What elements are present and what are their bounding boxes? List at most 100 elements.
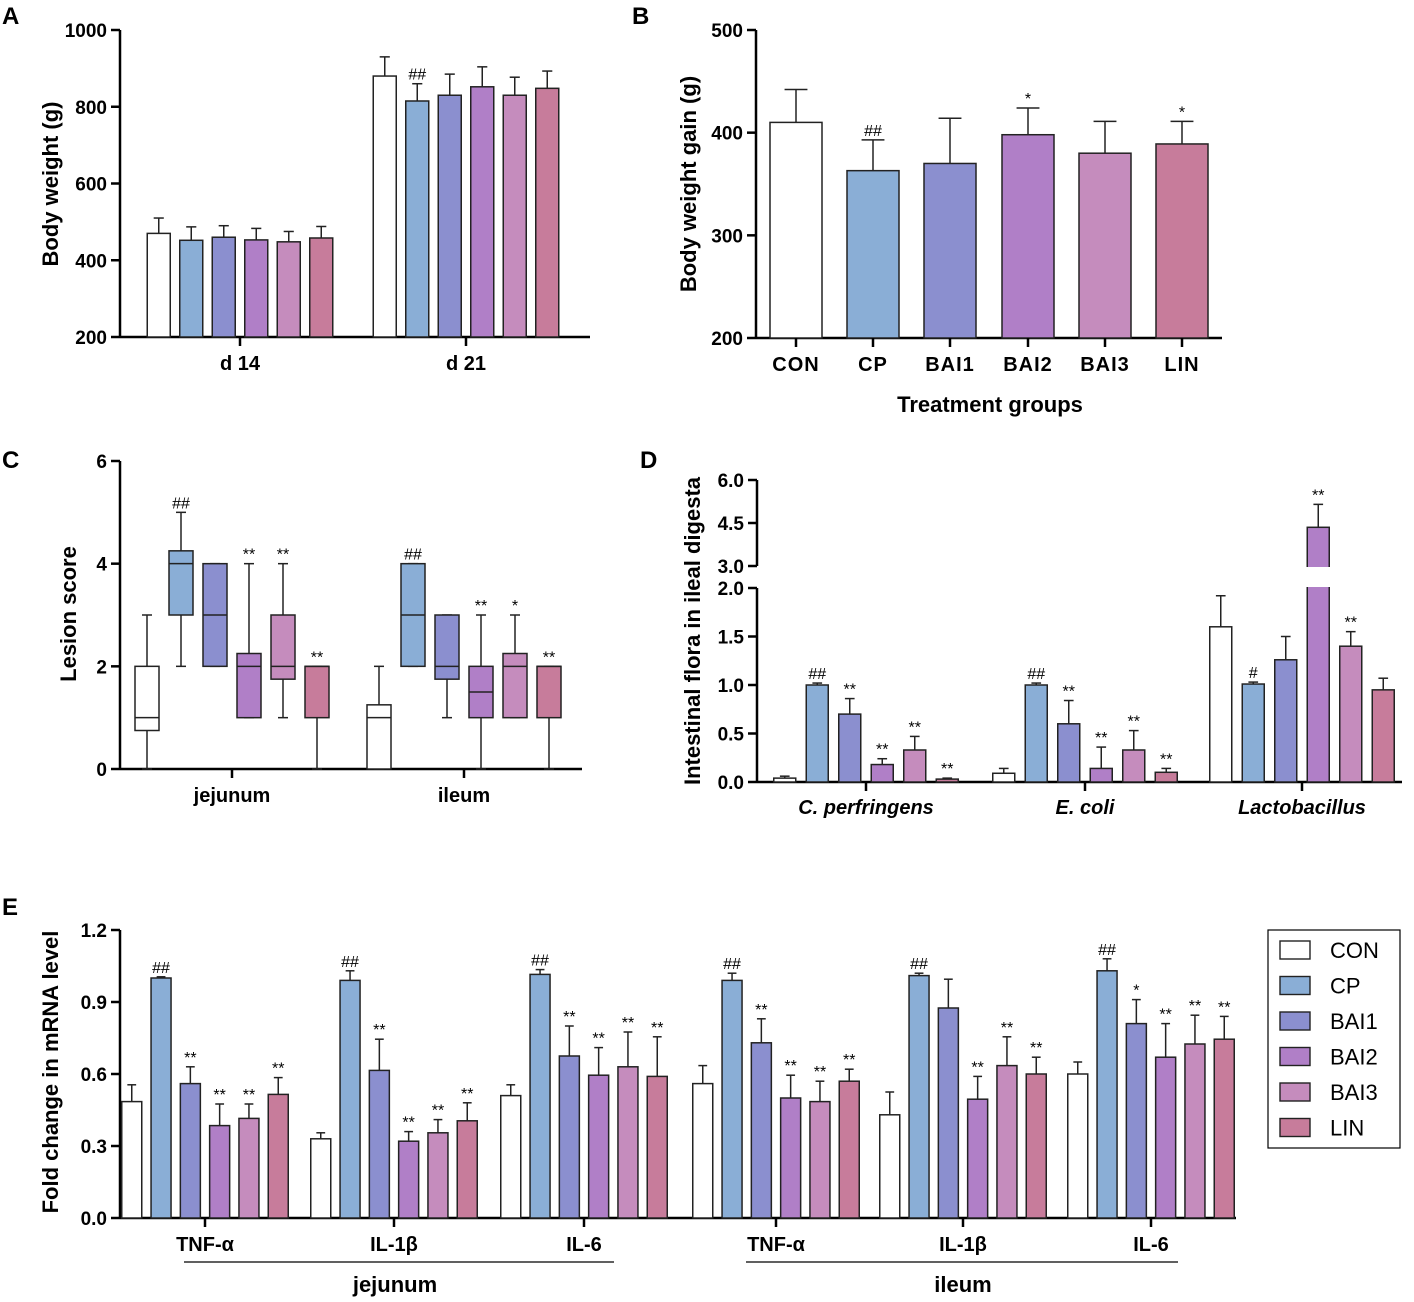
panel-e-significance-label: * — [1133, 983, 1139, 1000]
panel-a-bar — [470, 86, 495, 338]
panel-d-y-tick-label: 2.0 — [718, 579, 744, 600]
panel-e-y-tick-label: 1.2 — [81, 921, 107, 942]
panel-d-significance-label: ** — [1160, 751, 1172, 768]
panel-e-significance-label: ** — [814, 1064, 826, 1081]
panel-e-bar — [1096, 970, 1118, 1219]
panel-a-bar — [405, 100, 430, 338]
panel-a-bar — [276, 241, 301, 338]
panel-e-bar — [179, 1082, 202, 1219]
panel-d-upper-y-tick-label: 6.0 — [718, 471, 744, 492]
panel-d-bar — [1371, 689, 1395, 783]
panel-e-y-axis-label: Fold change in mRNA level — [38, 931, 63, 1214]
legend-swatch — [1279, 1082, 1311, 1102]
panel-d-significance-label: ## — [1027, 666, 1045, 683]
panel-d-bar — [992, 772, 1016, 783]
panel-e-significance-label: ** — [651, 1020, 663, 1037]
panel-b-significance-label: ## — [864, 123, 882, 140]
panel-e-bar — [996, 1064, 1018, 1219]
panel-e-significance-label: ** — [784, 1058, 796, 1075]
panel-e-plot: 0.0 0.3 0.6 0.9 1.2 Fold change in mRNA level… — [38, 921, 1236, 1297]
legend-label: LIN — [1330, 1116, 1364, 1141]
panel-c-x-tick-label: jejunum — [193, 785, 271, 807]
panel-e: E 0.0 0.3 0.6 0.9 1.2 Fold change in mRNA lev… — [2, 894, 1401, 1297]
panel-e-significance-label: ** — [1218, 999, 1230, 1016]
panel-b-x-tick-label: BAI3 — [1080, 354, 1130, 376]
panel-e-bar — [809, 1100, 831, 1219]
panel-d-bar — [805, 684, 829, 783]
panel-d-x-tick-label: C. perfringens — [798, 797, 934, 819]
panel-c-significance-label: ** — [311, 649, 323, 666]
panel-e-bar — [238, 1117, 260, 1219]
panel-e-bar — [267, 1093, 289, 1219]
panel-d-bar — [1209, 626, 1233, 783]
panel-e-significance-label: ** — [843, 1052, 855, 1069]
panel-a-x-tick-label: d 14 — [220, 353, 261, 375]
panel-e-bar — [721, 979, 743, 1219]
panel-e-bar — [750, 1042, 773, 1219]
panel-e-x-tick-label: IL-1β — [939, 1234, 987, 1256]
panel-e-bar — [587, 1074, 610, 1219]
legend-box — [1267, 929, 1401, 1149]
panel-e-y-tick-label: 0.6 — [81, 1065, 107, 1086]
panel-c-significance-label: ** — [543, 649, 555, 666]
panel-d-upper-y-tick-label: 3.0 — [718, 557, 744, 578]
panel-b-x-axis-label: Treatment groups — [897, 392, 1083, 417]
panel-d-letter: D — [640, 447, 657, 474]
panel-c-box — [270, 614, 296, 680]
panel-a-y-tick-label: 800 — [75, 98, 107, 119]
panel-b-x-tick-label: LIN — [1164, 354, 1199, 376]
panel-a-bar — [437, 94, 462, 338]
panel-b-x-tick-label: BAI2 — [1003, 354, 1053, 376]
panel-a-letter: A — [2, 3, 19, 30]
panel-d-y-axis-label: Intestinal flora in ileal digesta — [680, 476, 705, 785]
panel-c-significance-label: ## — [172, 495, 190, 512]
panel-c: C 0 2 4 6 Lesion score jejunum ## ** ** ** ileum ##… — [2, 447, 582, 807]
panel-e-bar — [879, 1114, 901, 1219]
panel-e-bar — [208, 1124, 231, 1219]
panel-a-bar — [244, 239, 269, 338]
panel-e-significance-label: ** — [373, 1022, 385, 1039]
panel-c-box — [304, 665, 330, 719]
panel-b-significance-label: * — [1025, 91, 1031, 108]
panel-a-bar — [535, 87, 560, 338]
panel-d: D 0.0 0.5 1.0 1.5 2.03.0 4.5 6.0 Intestinal flo… — [640, 447, 1402, 819]
panel-a-y-tick-label: 400 — [75, 251, 107, 272]
panel-e-bar — [838, 1080, 860, 1219]
panel-d-y-tick-label: 1.0 — [718, 676, 744, 697]
panel-d-x-tick-label: E. coli — [1056, 797, 1115, 819]
panel-e-significance-label: ** — [622, 1015, 634, 1032]
panel-c-significance-label: ** — [243, 547, 255, 564]
panel-b-y-tick-label: 200 — [711, 329, 743, 350]
panel-d-y-tick-label: 0.5 — [718, 725, 745, 746]
panel-e-bar — [150, 977, 172, 1219]
panel-a-y-tick-label: 200 — [75, 328, 107, 349]
panel-c-box — [434, 614, 460, 680]
panel-e-bar — [617, 1066, 639, 1219]
panel-e-bar — [937, 1007, 960, 1219]
panel-b-y-axis-label: Body weight gain (g) — [676, 76, 701, 292]
panel-a-y-tick-label: 600 — [75, 175, 107, 196]
panel-e-bar — [1067, 1073, 1089, 1219]
panel-e-letter: E — [2, 894, 18, 921]
panel-c-x-tick-label: ileum — [438, 785, 490, 807]
panel-a-x-tick-label: d 21 — [446, 353, 486, 375]
panel-d-significance-label: ** — [1095, 730, 1107, 747]
panel-c-significance-label: * — [512, 598, 518, 615]
panel-e-x-tick-label: TNF-α — [747, 1234, 806, 1256]
legend-swatch — [1279, 1011, 1311, 1031]
panel-c-letter: C — [2, 447, 19, 474]
legend-label: BAI1 — [1330, 1009, 1378, 1034]
panel-c-box — [134, 665, 160, 732]
panel-e-bar — [908, 974, 930, 1219]
panel-e-bar — [646, 1075, 668, 1219]
panel-e-bar — [966, 1098, 989, 1219]
legend-swatch — [1279, 940, 1311, 960]
panel-e-x-tick-label: TNF-α — [176, 1234, 235, 1256]
panel-e-bar — [397, 1140, 420, 1219]
panel-e-significance-label: ** — [461, 1086, 473, 1103]
panel-d-bar — [773, 777, 797, 783]
panel-e-x-tick-label: IL-6 — [1133, 1234, 1169, 1256]
panel-e-bar — [1213, 1038, 1235, 1219]
panel-d-bar — [935, 778, 959, 783]
